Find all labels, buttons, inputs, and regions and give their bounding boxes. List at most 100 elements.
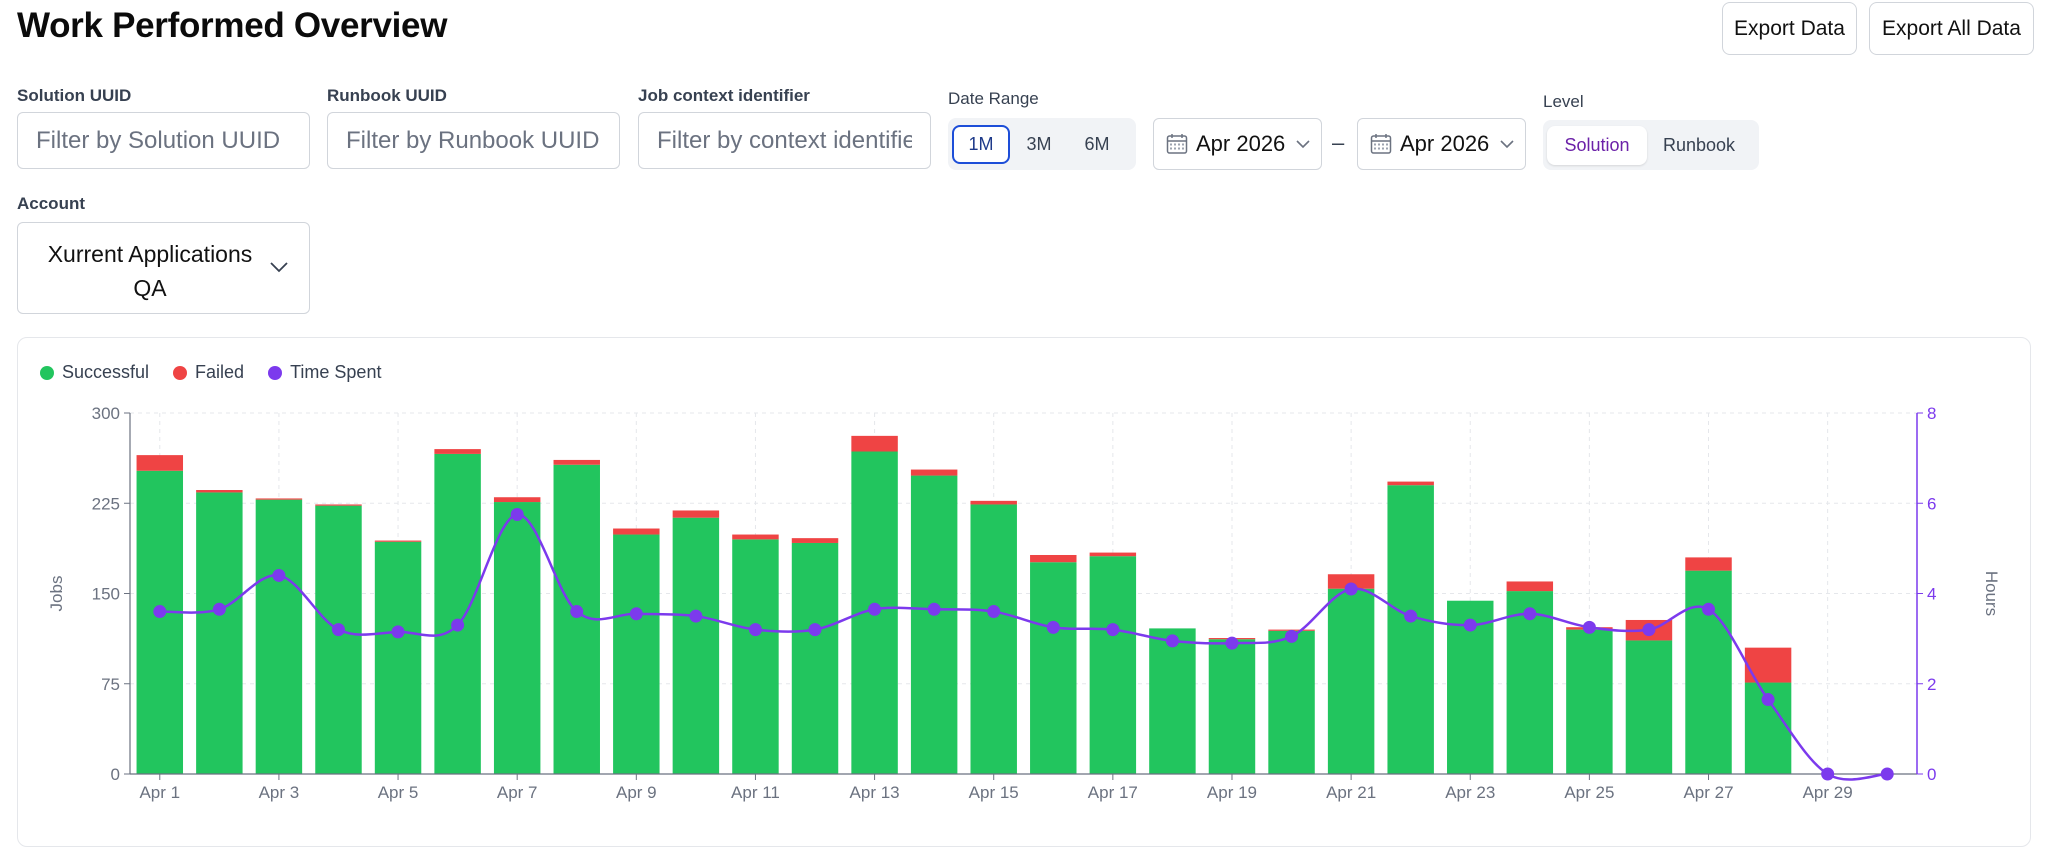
range-1m-button[interactable]: 1M — [952, 124, 1010, 164]
x-tick-label: Apr 25 — [1564, 783, 1614, 802]
time-spent-point — [1761, 693, 1775, 707]
export-all-data-button[interactable]: Export All Data — [1869, 2, 2034, 55]
x-tick-label: Apr 3 — [259, 783, 300, 802]
y2-tick-label: 4 — [1927, 585, 1936, 604]
range-3m-button[interactable]: 3M — [1026, 133, 1052, 154]
solution-uuid-label: Solution UUID — [17, 86, 132, 105]
time-spent-point — [570, 605, 584, 619]
bar-failed — [493, 497, 541, 503]
x-tick-label: Apr 27 — [1683, 783, 1733, 802]
time-spent-point — [1285, 629, 1299, 643]
date-range-label: Date Range — [948, 89, 1039, 108]
level-runbook-button[interactable]: Runbook — [1662, 134, 1736, 155]
legend-item-time-spent[interactable]: Time Spent — [268, 362, 381, 383]
time-spent-point — [1821, 767, 1835, 781]
y-tick-label: 225 — [92, 494, 120, 513]
time-spent-point — [927, 602, 941, 616]
legend-label-successful: Successful — [62, 362, 150, 382]
time-spent-point — [689, 609, 703, 623]
y-tick-label: 150 — [92, 585, 120, 604]
range-6m-button[interactable]: 6M — [1084, 133, 1110, 154]
runbook-uuid-input[interactable] — [327, 112, 620, 169]
time-spent-point — [748, 623, 762, 637]
bar-successful — [1625, 640, 1673, 774]
level-solution-button[interactable]: Solution — [1547, 125, 1647, 165]
time-spent-point — [212, 602, 226, 616]
time-spent-point — [987, 605, 1001, 619]
account-label: Account — [17, 194, 85, 213]
time-spent-point — [331, 623, 345, 637]
time-spent-point — [391, 625, 405, 639]
time-spent-point — [1165, 634, 1179, 648]
page-title: Work Performed Overview — [17, 6, 448, 45]
date-from-value: Apr 2026 — [1196, 131, 1286, 156]
bar-failed — [1387, 481, 1434, 486]
y2-tick-label: 8 — [1927, 404, 1936, 423]
bar-successful — [791, 542, 839, 774]
bar-failed — [1744, 647, 1792, 683]
bar-successful — [613, 534, 660, 774]
bar-successful — [255, 499, 303, 774]
bar-successful — [374, 541, 422, 774]
export-data-button[interactable]: Export Data — [1722, 2, 1857, 55]
x-tick-label: Apr 21 — [1326, 783, 1376, 802]
bar-successful — [136, 470, 184, 774]
time-spent-point — [272, 568, 286, 582]
bar-failed — [1030, 554, 1077, 563]
time-spent-point — [1880, 767, 1894, 781]
y-tick-label: 0 — [111, 765, 120, 784]
bar-failed — [1506, 581, 1554, 592]
bar-failed — [315, 504, 362, 506]
x-tick-label: Apr 13 — [850, 783, 900, 802]
time-spent-point — [1582, 620, 1596, 634]
bar-failed — [672, 510, 720, 518]
bar-failed — [970, 500, 1017, 505]
y2-tick-label: 2 — [1927, 675, 1936, 694]
bar-failed — [136, 455, 184, 471]
bar-successful — [732, 539, 779, 774]
bar-successful — [493, 502, 541, 774]
date-range-toggle: 1M 3M 6M — [948, 118, 1136, 170]
time-spent-point — [1463, 618, 1477, 632]
bar-failed — [851, 435, 898, 452]
chevron-down-icon — [1499, 139, 1515, 149]
runbook-uuid-label: Runbook UUID — [327, 86, 447, 105]
y2-tick-label: 6 — [1927, 494, 1936, 513]
legend-item-failed[interactable]: Failed — [173, 362, 244, 383]
account-value: Xurrent Applications QA — [47, 241, 253, 301]
y2-tick-label: 0 — [1927, 765, 1936, 784]
bar-successful — [1149, 628, 1196, 774]
time-spent-point — [629, 607, 643, 621]
legend-label-time-spent: Time Spent — [290, 362, 382, 382]
time-spent-point — [808, 623, 822, 637]
x-tick-label: Apr 15 — [969, 783, 1019, 802]
bar-successful — [1566, 629, 1613, 774]
bar-successful — [1208, 639, 1256, 774]
bar-failed — [374, 540, 422, 542]
solution-uuid-input[interactable] — [17, 112, 310, 169]
y2-axis-title: Hours — [1982, 571, 2001, 616]
job-context-input[interactable] — [638, 112, 931, 169]
legend-dot-successful — [40, 365, 54, 380]
time-spent-point — [868, 602, 882, 616]
bar-failed — [196, 490, 243, 493]
account-select[interactable]: Xurrent Applications QA — [17, 222, 310, 314]
calendar-icon — [1166, 133, 1188, 155]
date-separator: – — [1332, 130, 1345, 155]
legend-item-successful[interactable]: Successful — [40, 362, 149, 383]
time-spent-point — [1106, 623, 1120, 637]
bar-failed — [553, 459, 600, 465]
date-from-picker[interactable]: Apr 2026 — [1153, 118, 1322, 170]
time-spent-point — [1344, 582, 1358, 596]
job-context-label: Job context identifier — [638, 86, 810, 105]
time-spent-point — [1225, 636, 1239, 650]
bar-successful — [1268, 630, 1315, 774]
x-tick-label: Apr 5 — [378, 783, 419, 802]
time-spent-point — [510, 508, 524, 522]
time-spent-point — [153, 605, 167, 619]
bar-failed — [613, 528, 660, 535]
bar-failed — [1685, 557, 1732, 571]
level-toggle: Solution Runbook — [1543, 120, 1759, 170]
date-to-picker[interactable]: Apr 2026 — [1357, 118, 1526, 170]
time-spent-point — [1046, 620, 1060, 634]
